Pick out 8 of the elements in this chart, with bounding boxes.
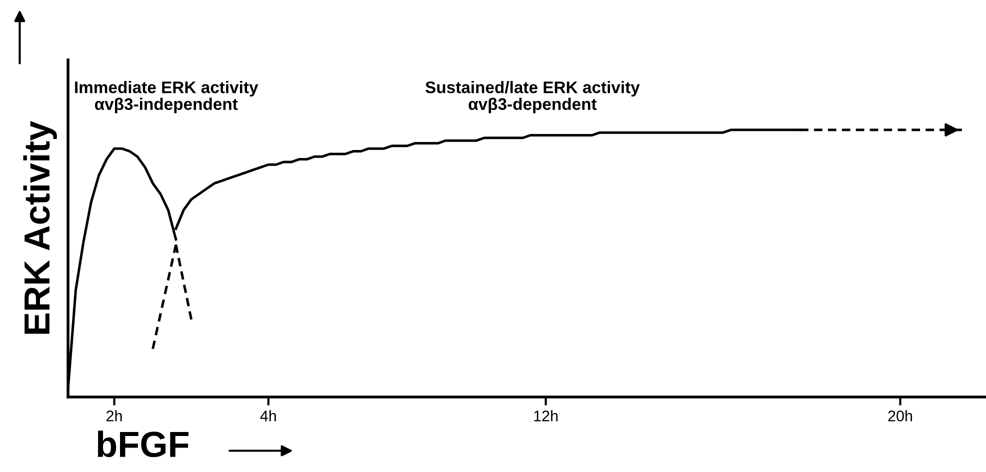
text: Immediate ERK activity αvβ3-independent bbox=[75, 81, 258, 114]
x-axis-title: bFGF bbox=[98, 430, 188, 458]
x-tick-label: 2h bbox=[106, 410, 122, 422]
x-tick-label: 20h bbox=[888, 410, 912, 422]
x-tick-label: 12h bbox=[534, 410, 558, 422]
text: Sustained/late ERK activity αvβ3-dependent bbox=[425, 81, 640, 114]
y-axis-title: ERK Activity bbox=[23, 120, 57, 334]
x-tick-label: 4h bbox=[260, 410, 276, 422]
